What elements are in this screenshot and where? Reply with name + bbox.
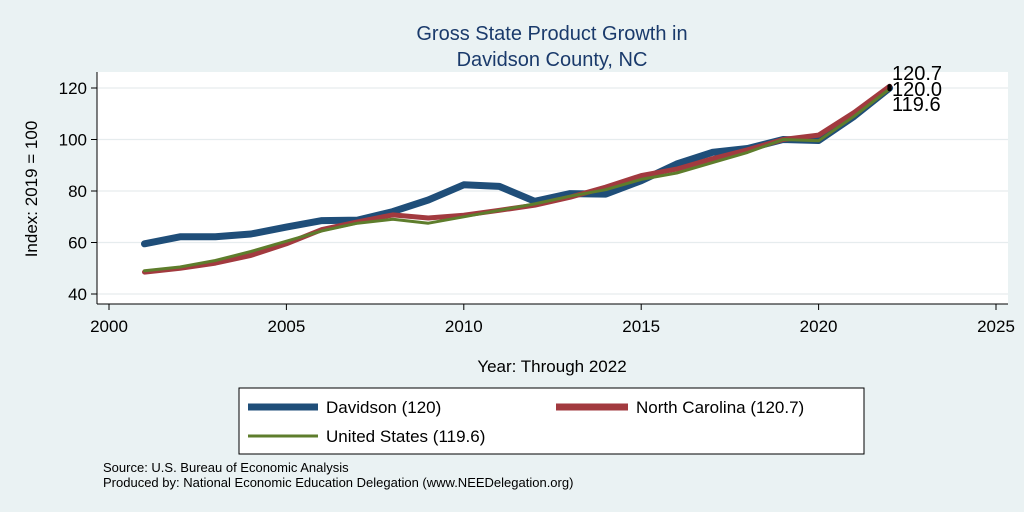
end-label-davidson: 120.0 bbox=[892, 79, 942, 101]
chart-title-line-2: Davidson County, NC bbox=[457, 49, 648, 71]
end-label-north-carolina: 120.7 bbox=[892, 63, 942, 85]
x-tick-label-5: 2025 bbox=[977, 317, 1015, 336]
y-axis-title: Index: 2019 = 100 bbox=[22, 121, 41, 258]
series-lines bbox=[141, 83, 894, 275]
x-tick-label-4: 2020 bbox=[800, 317, 838, 336]
y-tick-label-1: 60 bbox=[68, 234, 87, 253]
legend-box bbox=[238, 387, 865, 455]
legend-label-davidson: Davidson (120) bbox=[326, 398, 441, 417]
y-tick-label-2: 80 bbox=[68, 182, 87, 201]
x-tick-label-2: 2010 bbox=[445, 317, 483, 336]
x-tick-label-0: 2000 bbox=[90, 317, 128, 336]
y-tick-label-3: 100 bbox=[59, 131, 87, 150]
series-line-united-states bbox=[143, 87, 892, 273]
legend-label-north-carolina: North Carolina (120.7) bbox=[636, 398, 804, 417]
axes bbox=[96, 72, 1008, 305]
legend-label-united-states: United States (119.6) bbox=[326, 427, 485, 446]
y-tick-label-0: 40 bbox=[68, 285, 87, 304]
end-point-united-states bbox=[887, 86, 892, 92]
x-tick-label-3: 2015 bbox=[622, 317, 660, 336]
x-tick-label-1: 2005 bbox=[267, 317, 305, 336]
produced-by-note: Produced by: National Economic Education… bbox=[103, 475, 573, 490]
x-axis-title: Year: Through 2022 bbox=[477, 357, 626, 376]
y-tick-label-4: 120 bbox=[59, 79, 87, 98]
end-label-united-states: 119.6 bbox=[892, 94, 941, 116]
end-points bbox=[887, 83, 892, 92]
y-ticks: 40 60 80 100 120 bbox=[59, 79, 97, 304]
grid-lines bbox=[97, 87, 1008, 295]
x-ticks: 2000 2005 2010 2015 2020 2025 bbox=[90, 304, 1015, 336]
chart-title-line-1: Gross State Product Growth in bbox=[416, 23, 687, 45]
source-note: Source: U.S. Bureau of Economic Analysis bbox=[103, 460, 349, 475]
